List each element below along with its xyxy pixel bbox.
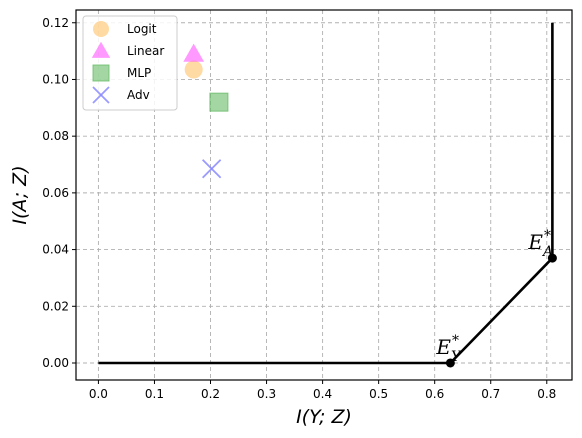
legend-marker-linear [91, 41, 111, 58]
data-points [183, 43, 229, 179]
y-tick-label: 0.10 [42, 72, 69, 86]
x-tick-label: 0.3 [257, 387, 276, 401]
x-tick-label: 0.1 [145, 387, 164, 401]
y-tick-label: 0.02 [42, 299, 69, 313]
annotation-main: E [527, 230, 543, 254]
legend-marker-adv [92, 86, 110, 104]
frontier-point [445, 358, 455, 368]
annotation-sup: * [452, 333, 459, 349]
point-logit [184, 60, 203, 79]
x-marker-stroke [201, 159, 222, 179]
x-tick-label: 0.8 [537, 387, 556, 401]
y-tick-label: 0.00 [42, 356, 69, 370]
y-tick-label: 0.08 [42, 129, 69, 143]
annotation-sub: A [541, 244, 553, 260]
x-tick-label: 0.5 [369, 387, 388, 401]
frontier-curve [98, 22, 557, 368]
legend-label-linear: Linear [127, 44, 164, 58]
annotations: E* YE* A [435, 228, 553, 365]
frontier-line [98, 22, 554, 365]
legend-marker-logit [93, 21, 109, 37]
y-axis-title: I(A; Z) [9, 165, 31, 224]
plot-frame [75, 9, 573, 381]
y-tick-label: 0.04 [42, 243, 69, 257]
annotation-sup: * [544, 228, 551, 244]
y-tick-label: 0.06 [42, 186, 69, 200]
legend-box [82, 15, 178, 111]
x-tick-label: 0.2 [201, 387, 220, 401]
annotation-label: E* Y [435, 333, 462, 365]
annotation-sub: Y [451, 349, 462, 365]
point-adv [201, 159, 222, 179]
axis-ticks: 0.0 0.1 0.2 0.3 0.4 0.5 0.6 0.7 0.8 0.00 0.02 0.04 0… [42, 16, 556, 401]
legend: Logit Linear MLP Adv [82, 15, 178, 111]
x-axis-title: I(Y; Z) [296, 406, 352, 428]
annotation-label: E* A [527, 228, 553, 260]
x-marker-stroke [92, 86, 110, 104]
x-tick-label: 0.0 [89, 387, 108, 401]
point-linear [183, 43, 205, 62]
x-tick-label: 0.4 [313, 387, 332, 401]
y-tick-label: 0.12 [42, 16, 69, 30]
x-tick-label: 0.6 [425, 387, 444, 401]
point-mlp [209, 92, 229, 112]
legend-label-logit: Logit [127, 22, 157, 36]
legend-label-adv: Adv [127, 88, 150, 102]
annotation-main: E [435, 335, 451, 359]
x-tick-label: 0.7 [481, 387, 500, 401]
legend-label-mlp: MLP [127, 66, 151, 80]
legend-marker-mlp [92, 64, 110, 82]
frontier-point [547, 253, 557, 263]
